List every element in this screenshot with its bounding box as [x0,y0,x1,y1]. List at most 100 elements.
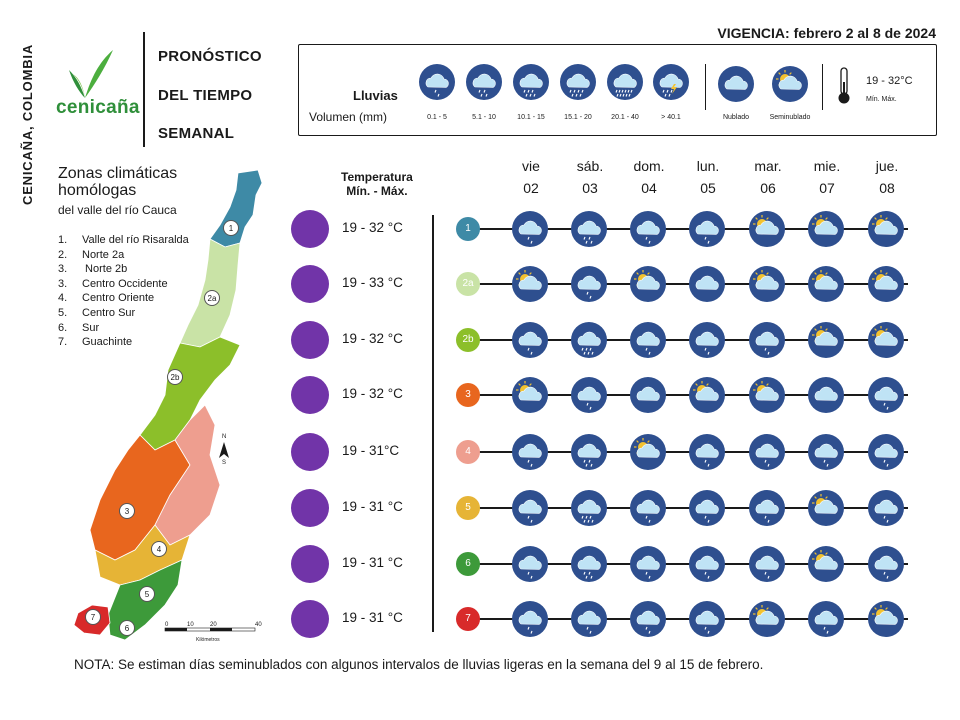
legend-caption: 20.1 - 40 [611,114,639,121]
zones-subtitle: del valle del río Cauca [58,203,177,217]
rain-5-legend-icon [607,64,643,100]
partly-cloudy-icon [868,322,904,358]
legend-caption: 10.1 - 15 [517,114,545,121]
zone-list-name: Valle del río Risaralda [82,234,189,246]
rain-1-icon [749,322,785,358]
map-zone-label: 2a [204,290,220,306]
legend-separator [822,64,823,110]
legend-box [298,44,937,136]
zone-badge: 7 [456,607,480,631]
zone-list-number: 3. [58,263,68,276]
partly-cloudy-icon [868,266,904,302]
partly-cloudy-legend-icon [772,66,808,102]
legend-caption: 0.1 - 5 [427,114,447,121]
temperature-dot [291,600,329,638]
legend-caption: 5.1 - 10 [472,114,496,121]
rain-1-icon [689,322,725,358]
map-zone-label: 7 [85,609,101,625]
cloudy-icon [689,266,725,302]
temperature-dot [291,210,329,248]
zone-list-name: Centro Oriente [82,292,155,305]
zone-badge: 6 [456,552,480,576]
temperature-value: 19 - 32 °C [342,220,403,235]
scale-tick-label: 0 [165,622,169,628]
partly-cloudy-icon [749,211,785,247]
title-line-2: DEL TIEMPO [158,87,253,104]
day-name: sáb. [576,158,604,174]
map-zone-label: 5 [139,586,155,602]
rain-1-icon [630,211,666,247]
north-label: N [222,434,227,440]
zone-list-name: Norte 2a [82,248,125,261]
header-divider [143,32,145,147]
rain-1-icon [512,490,548,526]
zone-list-number: 4. [58,292,68,305]
rain-2-icon [571,546,607,582]
temperature-value: 19 - 33 °C [342,275,403,290]
validity-period: VIGENCIA: febrero 2 al 8 de 2024 [717,25,936,41]
rain-1-icon [689,490,725,526]
logo-wordmark: cenicaña [56,97,140,118]
rain-1-icon [630,546,666,582]
zone-list-number: 1. [58,234,68,246]
partly-cloudy-icon [808,266,844,302]
day-name: jue. [875,158,899,174]
cenicana-logo-icon [69,50,113,98]
rain-1-icon [868,434,904,470]
rain-1-icon [571,377,607,413]
rain-1-icon [868,546,904,582]
temperature-header-line-2: Mín. - Máx. [346,184,408,198]
legend-caption: > 40.1 [661,114,681,121]
rain-3-legend-icon [513,64,549,100]
rain-1-icon [512,322,548,358]
zone-list-item: 3. Norte 2b [58,262,189,277]
temperature-value: 19 - 32 °C [342,331,403,346]
zone-badge: 2a [456,272,480,296]
zone-list-item: 3. Centro Occidente [58,277,189,292]
day-name: dom. [633,158,665,174]
temperature-dot [291,433,329,471]
map-zone-label: 1 [223,220,239,236]
zone-badge: 3 [456,383,480,407]
temperature-dot [291,545,329,583]
zone-list-number: 5. [58,306,68,319]
zone-list-number: 7. [58,336,68,349]
partly-cloudy-icon [868,601,904,637]
rain-1-icon [749,434,785,470]
storm-legend-icon [653,64,689,100]
rain-1-icon [512,211,548,247]
temperature-dot [291,321,329,359]
partly-cloudy-icon [808,546,844,582]
partly-cloudy-icon [749,377,785,413]
temperature-value: 19 - 31 °C [342,555,403,570]
rain-3-icon [571,322,607,358]
rain-1-icon [808,434,844,470]
zone-list-item: 1. Valle del río Risaralda [58,233,189,248]
scale-tick-label: 20 [210,622,217,628]
temperature-value: 19 - 31 °C [342,499,403,514]
day-name: lun. [696,158,720,174]
scale-tick-label: 10 [187,622,194,628]
rain-1-icon [512,546,548,582]
rain-1-icon [512,601,548,637]
rain-1-icon [868,490,904,526]
rain-1-icon [571,266,607,302]
temperature-value: 19 - 32 °C [342,386,403,401]
rain-1-icon [630,601,666,637]
day-name: mie. [813,158,841,174]
zone-list-number: 6. [58,321,68,334]
partly-cloudy-icon [808,211,844,247]
temperature-value: 19 - 31 °C [342,610,403,625]
partly-cloudy-icon [689,377,725,413]
partly-cloudy-icon [630,266,666,302]
map-zone-label: 4 [151,541,167,557]
zones-title: Zonas climáticas homólogas [58,165,178,199]
rain-1-icon [630,322,666,358]
cloudy-icon [808,377,844,413]
zone-list-name: Guachinte [82,336,133,349]
rain-1-icon [749,490,785,526]
rain-2-legend-icon [466,64,502,100]
rain-1-icon [512,434,548,470]
column-divider [432,215,434,632]
partly-cloudy-icon [512,266,548,302]
